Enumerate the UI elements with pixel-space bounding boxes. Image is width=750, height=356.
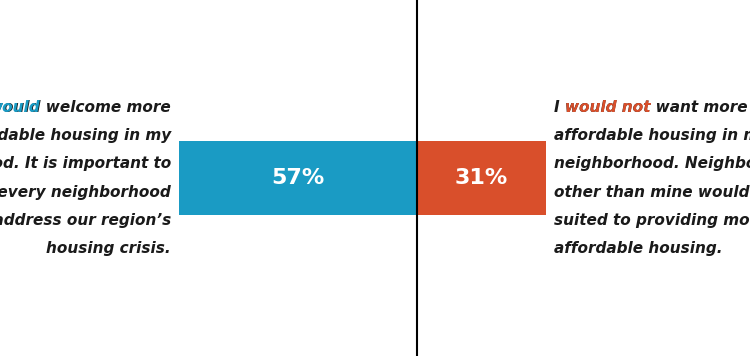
Text: work to address our region’s: work to address our region’s [0,213,171,228]
Text: me that every neighborhood: me that every neighborhood [0,185,171,200]
Text: affordable housing.: affordable housing. [554,241,723,256]
Text: would not: would not [565,100,650,115]
Text: neighborhood. It is important to: neighborhood. It is important to [0,156,171,171]
Text: I would welcome more: I would welcome more [0,100,171,115]
Bar [417,141,546,215]
Text: would: would [0,100,40,115]
Text: other than mine would be better: other than mine would be better [554,185,750,200]
Text: affordable housing in my: affordable housing in my [0,128,171,143]
Text: suited to providing more: suited to providing more [554,213,750,228]
Text: neighborhood. Neighborhoods: neighborhood. Neighborhoods [554,156,750,171]
Text: 57%: 57% [272,168,325,188]
Bar [179,141,417,215]
Text: 31%: 31% [454,168,508,188]
Text: housing crisis.: housing crisis. [46,241,171,256]
Text: affordable housing in my: affordable housing in my [554,128,750,143]
Text: I would not want more: I would not want more [554,100,748,115]
